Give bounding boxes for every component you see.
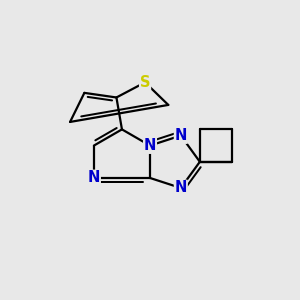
Text: S: S bbox=[140, 75, 150, 90]
Text: N: N bbox=[175, 181, 187, 196]
Text: N: N bbox=[144, 138, 156, 153]
Text: N: N bbox=[175, 128, 187, 143]
Text: N: N bbox=[88, 170, 100, 185]
